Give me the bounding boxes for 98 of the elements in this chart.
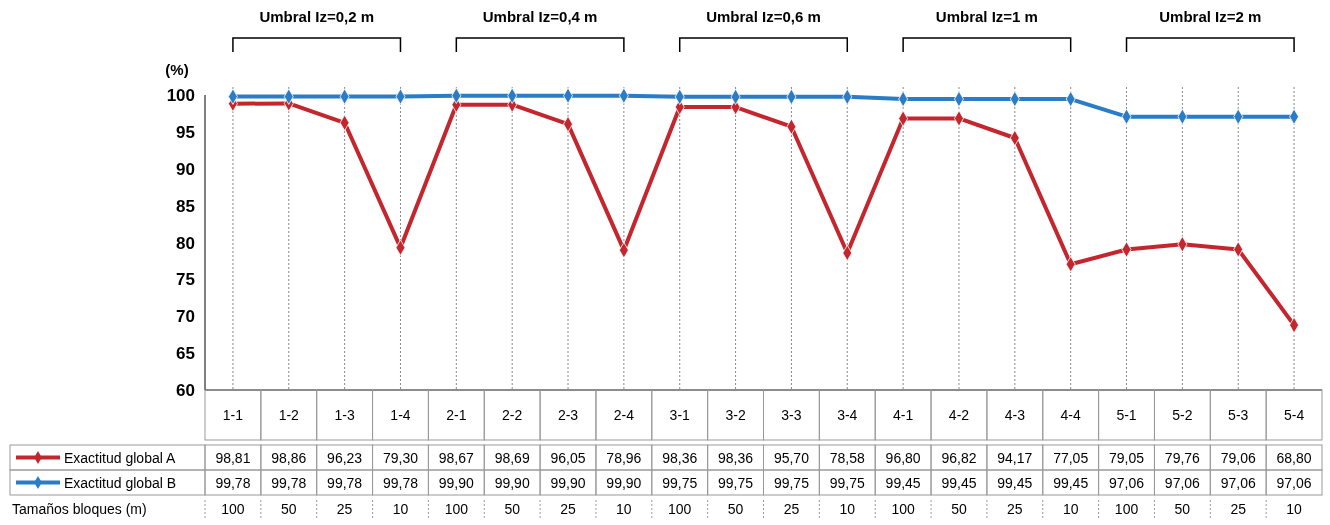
x-tick-label: 5-1: [1116, 407, 1137, 423]
x-tick-label: 4-1: [893, 407, 914, 423]
data-label: 95,70: [773, 449, 810, 466]
y-axis-title: (%): [165, 61, 189, 78]
x-tick-label: 2-1: [446, 407, 467, 423]
text: 100: [891, 501, 916, 517]
text: Umbral Iz=0,6 m: [706, 8, 821, 25]
data-label: 94,17: [997, 449, 1033, 466]
data-label: 99,78: [271, 474, 307, 491]
data-label: 77,05: [1053, 449, 1089, 466]
data-label: 98,36: [718, 449, 754, 466]
x-tick-label: 4-3: [1004, 407, 1026, 423]
data-label: 68,80: [1276, 449, 1312, 466]
data-label: 99,90: [606, 474, 642, 491]
y-tick-label: 70: [176, 307, 195, 327]
data-label: 99,75: [773, 474, 810, 491]
data-label: 96,82: [941, 449, 977, 466]
x-tick-label: 2-3: [557, 407, 579, 423]
data-label: 97,06: [1109, 474, 1145, 491]
text: 100: [668, 501, 692, 517]
x-tick-label: 5-4: [1283, 407, 1305, 423]
text: 50: [727, 501, 744, 517]
x-tick-label: 1-2: [278, 407, 300, 423]
data-label: 97,06: [1276, 474, 1312, 491]
text: Umbral Iz=0,4 m: [482, 8, 598, 25]
data-label: 99,75: [829, 474, 865, 491]
data-label: 98,86: [271, 449, 307, 466]
data-label: 79,76: [1164, 449, 1201, 466]
text: 10: [839, 501, 856, 517]
legend-label: Exactitud global A: [64, 449, 176, 466]
text: Umbral Iz=2 m: [1159, 8, 1262, 25]
text: 10: [1286, 501, 1303, 517]
x-tick-label: 2-2: [502, 407, 523, 423]
data-label: 96,05: [550, 449, 586, 466]
y-tick-label: 85: [176, 196, 195, 216]
x-tick-label: 3-4: [837, 407, 858, 423]
y-tick-label: 80: [176, 233, 195, 253]
x-tick-label: 5-2: [1172, 407, 1193, 423]
data-label: 99,78: [382, 474, 419, 491]
y-tick-label: 60: [176, 381, 195, 400]
data-label: 98,67: [438, 449, 475, 466]
data-label: 99,90: [438, 474, 475, 491]
data-label: 99,45: [885, 474, 921, 491]
text: 25: [783, 501, 800, 517]
data-label: 96,80: [885, 449, 921, 466]
data-label: 99,45: [941, 474, 977, 491]
data-label: 99,78: [327, 474, 363, 491]
text: 10: [1062, 501, 1079, 517]
data-label: 97,06: [1220, 474, 1256, 491]
data-label: 98,81: [215, 449, 251, 466]
x-tick-label: 3-3: [781, 407, 802, 423]
x-tick-label: 1-1: [222, 407, 244, 423]
text: Umbral Iz=1 m: [935, 8, 1038, 25]
data-label: 98,36: [662, 449, 698, 466]
x-tick-label: 1-4: [390, 407, 411, 423]
data-label: 78,58: [829, 449, 865, 466]
data-label: 79,30: [382, 449, 419, 466]
x-tick-label: 4-2: [948, 407, 970, 423]
text: 25: [336, 501, 353, 517]
legend-label: Exactitud global B: [64, 474, 177, 491]
text: 50: [951, 501, 967, 517]
x-tick-label: 3-1: [669, 407, 691, 423]
data-label: 78,96: [606, 449, 642, 466]
y-tick-label: 65: [176, 344, 195, 364]
x-tick-label: 4-4: [1060, 407, 1082, 423]
y-tick-label: 100: [166, 86, 195, 105]
x-tick-label: 1-3: [334, 407, 355, 423]
text: Tamaños bloques (m): [12, 501, 147, 517]
y-tick-label: 95: [176, 122, 195, 142]
text: 100: [1114, 501, 1139, 517]
data-label: 99,78: [215, 474, 251, 491]
x-tick-label: 3-2: [725, 407, 746, 423]
text: 10: [616, 501, 632, 517]
data-label: 79,06: [1220, 449, 1256, 466]
data-label: 99,90: [494, 474, 530, 491]
data-label: 99,75: [662, 474, 698, 491]
data-label: 97,06: [1164, 474, 1201, 491]
text: 100: [221, 501, 245, 517]
text: 50: [280, 501, 297, 517]
data-label: 99,75: [718, 474, 754, 491]
y-tick-label: 90: [176, 159, 195, 179]
text: 50: [504, 501, 521, 517]
text: 100: [444, 501, 469, 517]
data-label: 99,45: [1053, 474, 1089, 491]
text: 25: [560, 501, 577, 517]
data-label: 99,45: [997, 474, 1033, 491]
data-label: 96,23: [327, 449, 363, 466]
data-label: 79,05: [1109, 449, 1145, 466]
x-tick-label: 5-3: [1228, 407, 1249, 423]
x-tick-label: 2-4: [613, 407, 635, 423]
text: Umbral Iz=0,2 m: [259, 8, 375, 25]
text: 25: [1230, 501, 1247, 517]
data-label: 98,69: [494, 449, 530, 466]
text: 50: [1174, 501, 1191, 517]
text: 25: [1007, 501, 1023, 517]
data-label: 99,90: [550, 474, 586, 491]
text: 10: [392, 501, 409, 517]
y-tick-label: 75: [176, 270, 195, 290]
